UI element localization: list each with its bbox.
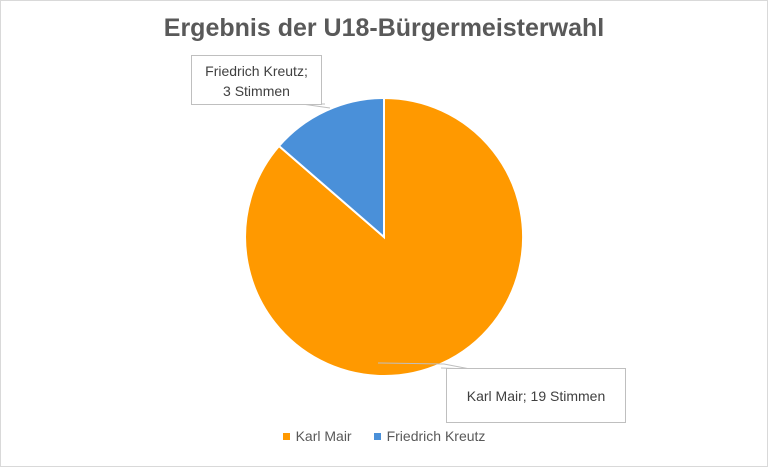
blue-square-icon [373,432,381,440]
legend-label: Karl Mair [295,428,352,444]
orange-square-icon [282,432,290,440]
data-label-karl-mair: Karl Mair; 19 Stimmen [446,368,626,423]
chart-title: Ergebnis der U18-Bürgermeisterwahl [163,14,605,42]
label-line-2: 3 Stimmen [223,83,290,99]
data-label-friedrich-kreutz: Friedrich Kreutz; 3 Stimmen [191,55,322,105]
legend-item-karl-mair[interactable]: Karl Mair [282,428,352,444]
legend-label: Friedrich Kreutz [386,428,486,444]
label-text: Karl Mair; 19 Stimmen [466,388,606,404]
slice-friedrich-kreutz[interactable] [277,96,385,240]
label-line-1: Friedrich Kreutz; [205,63,308,79]
legend: Karl Mair Friedrich Kreutz [0,428,768,444]
legend-item-friedrich-kreutz[interactable]: Friedrich Kreutz [373,428,486,444]
